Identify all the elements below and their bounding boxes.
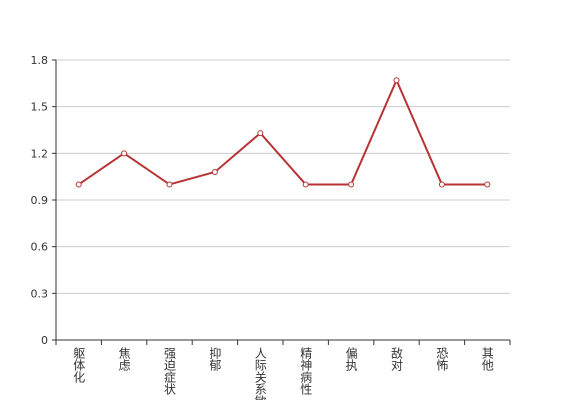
x-tick-label: 焦虑 xyxy=(117,347,131,371)
y-tick-label: 1.5 xyxy=(31,101,49,114)
y-tick-label: 0.6 xyxy=(31,241,49,254)
point xyxy=(484,181,491,188)
x-tick-label: 敌对 xyxy=(390,346,404,371)
x-tick-label: 其他 xyxy=(480,347,494,371)
point xyxy=(121,150,128,157)
y-tick-label: 1.2 xyxy=(31,147,49,160)
point xyxy=(257,130,264,137)
x-tick-label: 偏执 xyxy=(344,346,358,372)
point xyxy=(75,181,82,188)
point xyxy=(393,77,400,84)
line xyxy=(78,77,488,186)
point xyxy=(211,169,218,175)
y-tick-label: 0 xyxy=(41,334,48,347)
point xyxy=(438,181,445,188)
y-tick-label: 0.9 xyxy=(31,194,49,207)
x-tick-label: 强迫症状 xyxy=(163,347,177,395)
point xyxy=(348,181,355,188)
point xyxy=(166,181,173,188)
x-tick-label: 精神病性 xyxy=(299,347,313,396)
x-tick-label: 恐怖 xyxy=(435,347,449,371)
x-tick-label: 抑郁 xyxy=(208,346,222,372)
x-tick-label: 人际关系敏感 xyxy=(253,347,267,400)
point xyxy=(302,181,309,188)
y-tick-label: 1.8 xyxy=(31,54,49,67)
y-tick-label: 0.3 xyxy=(31,287,49,300)
x-tick-label: 躯体化 xyxy=(72,346,86,384)
